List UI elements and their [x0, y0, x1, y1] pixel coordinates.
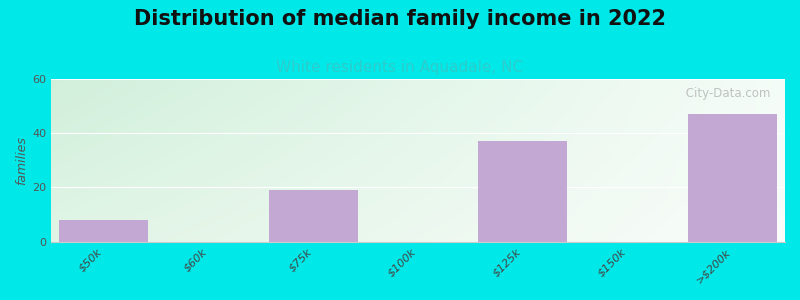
Text: White residents in Aquadale, NC: White residents in Aquadale, NC: [277, 60, 523, 75]
Text: Distribution of median family income in 2022: Distribution of median family income in …: [134, 9, 666, 29]
Bar: [59, 220, 148, 242]
Bar: [269, 190, 358, 242]
Text: City-Data.com: City-Data.com: [682, 87, 770, 100]
Y-axis label: families: families: [15, 136, 28, 185]
Bar: [688, 114, 777, 242]
Bar: [478, 141, 567, 242]
